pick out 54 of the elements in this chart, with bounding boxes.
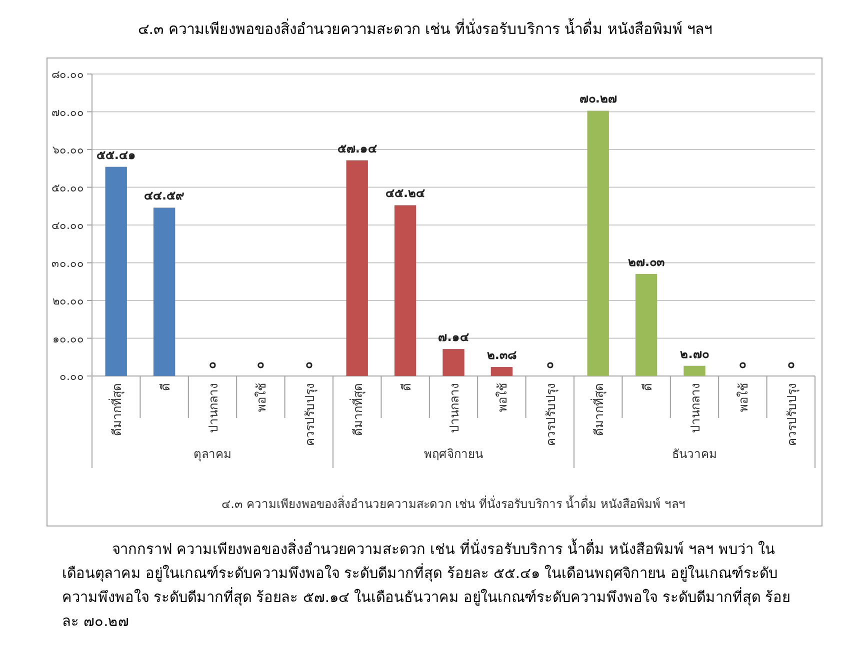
data-label: ๐ [787,357,794,371]
data-label: ๐ [305,357,312,371]
bar [635,274,658,376]
text: ธันวาคม [672,447,717,461]
data-label: ๐ [546,357,554,371]
x-tick-label: ดีมากที่สุด [108,383,126,436]
y-tick-label: ๘๐.๐๐ [52,68,84,81]
x-tick-label: ปานกลาง [206,383,220,433]
bar [490,367,513,376]
y-tick-label: ๔๐.๐๐ [52,219,84,232]
data-label: ๕๗.๑๔ [337,141,377,156]
data-label: ๗๐.๒๗ [579,92,617,106]
data-label: ๕๕.๔๑ [96,148,136,162]
data-label: ๒.๗๐ [680,346,709,361]
data-label: ๒.๓๘ [486,348,516,362]
data-label: ๐ [257,357,264,371]
x-axis-title: ๔.๓ ความเพียงพอของสิ่งอำนวยความสะดวก เช่น ที่นั่งรอรับบริการ น้ำดื่ม หนังสือพิมพ์ ฯลฯ [222,495,686,511]
x-tick-label: ปานกลาง [448,383,462,433]
y-tick-label: ๓๐.๐๐ [52,256,84,270]
bar [394,205,416,376]
x-tick-label: ดี [158,383,172,391]
x-tick-label: ดีมากที่สุด [349,383,366,436]
x-tick-label: ดี [640,383,654,391]
x-tick-label: ควรปรับปรุง [784,383,800,446]
data-label: ๒๗.๐๓ [628,254,665,269]
text: พฤศจิกายน [424,447,483,461]
x-tick-label: ดี [399,383,414,391]
bar [684,366,706,376]
bar [442,349,464,376]
text: ตุลาคม [194,447,232,462]
data-label: ๐ [739,357,746,371]
x-tick-label: ควรปรับปรุง [302,383,318,446]
x-tick-label: พอใช้ [496,383,510,412]
data-label: ๔๔.๕๙ [144,188,185,203]
y-tick-label: ๒๐.๐๐ [52,294,84,308]
y-tick-label: ๗๐.๐๐ [52,106,84,119]
x-tick-label: ควรปรับปรุง [544,383,559,446]
bar [105,166,127,376]
y-tick-label: ๑๐.๐๐ [52,332,84,346]
y-tick-label: ๐.๐๐ [60,370,84,383]
x-tick-label: พอใช้ [254,383,269,412]
data-label: ๔๕.๒๔ [386,186,426,200]
bar [153,208,176,376]
data-label: ๐ [209,357,216,371]
text: จากกราฟ ความเพียงพอของสิ่งอำนวยความสะดวก เช่น ที่นั่งรอรับบริการ น้ำดื่ม หนังสือพิมพ์ ฯลฯ พบว่า ในเดือนตุลาคม อยู่ในเกณฑ์ระดับความพึงพอใจ ระดับดีมากที่สุด ร้อยละ ๕๕.๔๑ ในเดือนพฤศจิกายน อยู่ในเกณฑ์ระดับความพึงพอใจ ระดับดีมากที่สุด ร้อยละ ๕๗.๑๔ ในเดือนธันวาคม อยู่ในเกณฑ์ระดับความพึงพอใจ ระดับดีมากที่สุด ร้อยละ ๗๐.๒๗ [62,538,791,632]
y-tick-label: ๖๐.๐๐ [52,144,84,156]
data-label: ๗.๑๔ [438,330,469,344]
y-tick-label: ๕๐.๐๐ [52,181,84,194]
bar [587,110,609,376]
x-tick-label: ปานกลาง [688,383,702,433]
bar [346,160,368,376]
x-tick-label: ดีมากที่สุด [590,383,608,436]
x-tick-label: พอใช้ [736,383,751,412]
chart-title: ๔.๓ ความเพียงพอของสิ่งอำนวยความสะดวก เช่น ที่นั่งรอรับบริการ น้ำดื่ม หนังสือพิมพ์ ฯลฯ [138,18,712,38]
